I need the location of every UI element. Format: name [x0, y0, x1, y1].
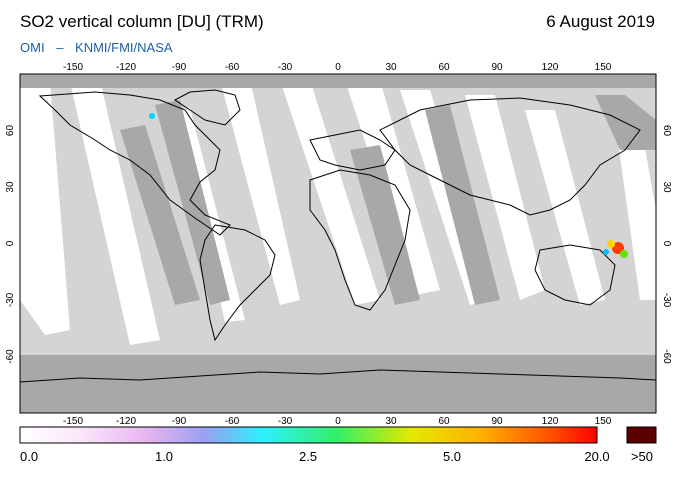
so2-plume-edge	[620, 250, 628, 258]
lat-tick-label-left: 0	[5, 240, 16, 246]
coastlines	[20, 89, 656, 383]
lat-ticks-left: 60 30 0 -30 -60	[5, 125, 16, 364]
lon-tick-label-top: 150	[595, 62, 612, 73]
arctic-band	[20, 74, 656, 88]
swath-gap-1	[20, 82, 70, 335]
so2-plume-core	[612, 242, 624, 254]
lon-tick-label-bottom: 30	[385, 416, 397, 427]
map-frame	[19, 73, 657, 414]
europe-coast	[309, 129, 396, 171]
lon-tick-label-bottom: -120	[116, 416, 136, 427]
credit-institutions: KNMI/FMI/NASA	[75, 40, 173, 55]
lon-ticks-bottom: -150 -120 -90 -60 -30 0 30 60 90 120 150	[63, 416, 612, 427]
dark-swath-3	[350, 145, 420, 305]
lat-tick-label-right: 60	[661, 125, 672, 137]
lon-tick-label-bottom: 0	[335, 416, 341, 427]
lat-tick-label-left: 30	[5, 181, 16, 193]
swath-gap-4	[220, 80, 300, 305]
so2-plume-fringe	[603, 249, 609, 255]
asia-coast	[379, 97, 641, 216]
north-america-coast	[38, 91, 231, 236]
lat-tick-label-right: -30	[661, 293, 672, 308]
south-america-coast	[199, 224, 276, 342]
map-date: 6 August 2019	[546, 12, 655, 31]
colorbar-label-0: 0.0	[20, 449, 39, 464]
lon-tick-label-top: -150	[63, 62, 83, 73]
colorbar-label-1: 1.0	[154, 449, 174, 464]
lat-tick-label-left: 60	[5, 125, 16, 137]
so2-hotspot-north	[149, 113, 155, 119]
lat-tick-label-left: -60	[5, 349, 16, 364]
africa-coast	[309, 169, 411, 311]
colorbar-label-3: 5.0	[442, 449, 462, 464]
lon-tick-label-top: -60	[225, 62, 240, 73]
lon-tick-label-top: 120	[542, 62, 559, 73]
lon-tick-label-bottom: 60	[438, 416, 450, 427]
swath-gap-2	[70, 80, 160, 345]
swath-gap-10	[615, 120, 656, 300]
lat-tick-label-right: 30	[661, 181, 672, 193]
swath-gap-8	[465, 95, 545, 300]
lon-tick-label-top: -120	[116, 62, 136, 73]
swath-gap-5	[280, 80, 380, 305]
map-canvas	[20, 74, 656, 413]
colorbar-label-overflow: >50	[630, 449, 654, 464]
map-title: SO2 vertical column [DU] (TRM)	[20, 12, 264, 31]
so2-plume-mid	[607, 240, 615, 248]
colorbar-label-2: 2.5	[298, 449, 318, 464]
antarctica-coast	[20, 369, 656, 383]
greenland-coast	[174, 89, 241, 126]
colorbar-overflow-swatch	[626, 426, 657, 444]
lon-tick-label-bottom: 150	[595, 416, 612, 427]
lon-tick-label-top: 0	[335, 62, 341, 73]
lon-tick-label-top: -30	[278, 62, 293, 73]
lon-tick-label-bottom: 90	[491, 416, 503, 427]
australia-coast	[534, 244, 616, 306]
lon-tick-label-bottom: -90	[172, 416, 187, 427]
lon-tick-label-bottom: -150	[63, 416, 83, 427]
lat-tick-label-left: -30	[5, 292, 16, 307]
lat-ticks-right: 60 30 0 -30 -60	[661, 125, 672, 364]
dark-swath-4	[425, 105, 500, 305]
data-credit: OMI – KNMI/FMI/NASA	[20, 40, 173, 55]
lat-tick-label-right: -60	[661, 349, 672, 364]
antarctic-band	[20, 355, 656, 413]
so2-hotspots	[149, 113, 628, 258]
lon-tick-label-top: 60	[438, 62, 450, 73]
lon-tick-label-bottom: -30	[278, 416, 293, 427]
lon-tick-label-bottom: -60	[225, 416, 240, 427]
colorbar-label-4: 20.0	[584, 449, 610, 464]
swath-gap-9	[525, 110, 605, 305]
credit-instrument: OMI	[20, 40, 45, 55]
lon-tick-label-bottom: 120	[542, 416, 559, 427]
lon-ticks-top: -150 -120 -90 -60 -30 0 30 60 90 120 150	[63, 62, 612, 73]
lon-tick-label-top: 90	[491, 62, 503, 73]
colorbar	[19, 426, 598, 444]
dark-swaths	[20, 95, 656, 413]
lon-tick-label-top: 30	[385, 62, 397, 73]
lat-tick-label-right: 0	[661, 241, 672, 247]
lon-tick-label-top: -90	[172, 62, 187, 73]
swath-gap-6	[345, 80, 440, 295]
dark-swath-2	[120, 125, 200, 305]
credit-separator: –	[56, 40, 64, 55]
